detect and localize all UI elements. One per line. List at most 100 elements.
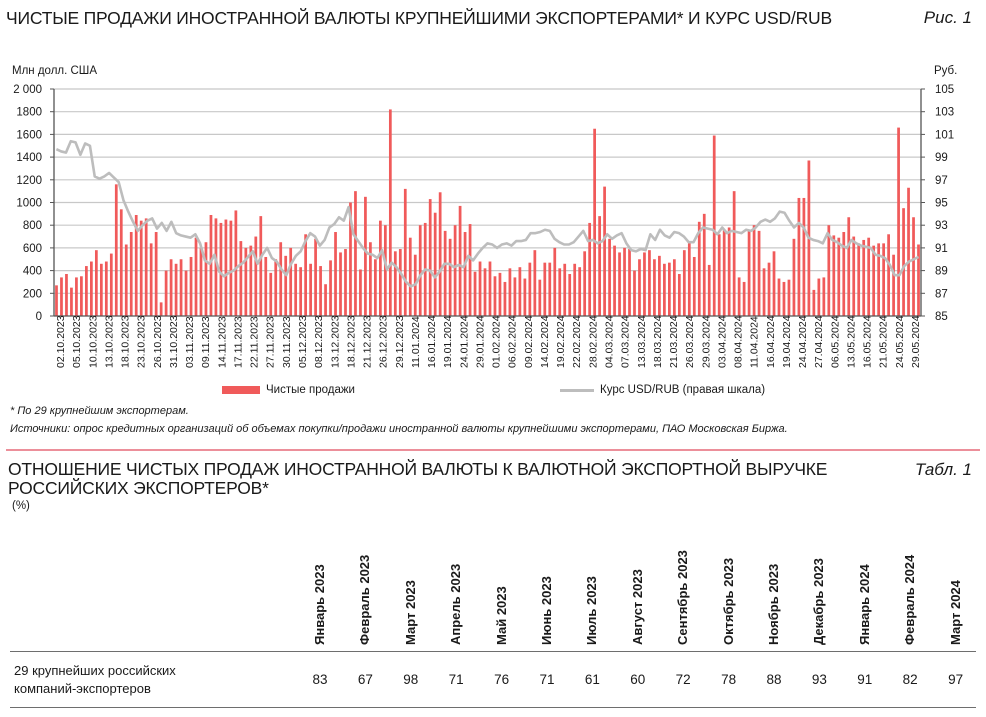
bar [274, 259, 278, 316]
column-header-label: Февраль 2023 [357, 554, 373, 645]
usd-rub-line [55, 139, 920, 288]
bar [892, 254, 895, 316]
bar [578, 267, 582, 316]
bar [349, 202, 352, 316]
bar [139, 220, 143, 316]
bar [902, 208, 905, 316]
table-cell: 97 [948, 672, 964, 687]
table-cell: 91 [857, 672, 873, 687]
bar [104, 261, 108, 316]
bar [852, 236, 856, 316]
bar [369, 242, 372, 316]
bar [488, 261, 492, 316]
bar [189, 256, 193, 316]
bar [309, 263, 312, 316]
bar [658, 255, 661, 316]
bar [289, 247, 293, 316]
x-tick-label: 21.05.2024 [878, 315, 890, 368]
column-header: Октябрь 2023 [721, 535, 737, 645]
bar [179, 259, 183, 316]
bar [588, 222, 592, 316]
table-label: Табл. 1 [914, 460, 972, 479]
column-header: Февраль 2024 [902, 535, 918, 645]
bar [533, 250, 537, 316]
x-tick-label: 29.12.2023 [394, 315, 406, 368]
x-tick-label: 27.04.2024 [813, 315, 825, 368]
x-tick-label: 23.10.2023 [136, 315, 148, 368]
bar [398, 249, 402, 316]
bar [563, 263, 567, 316]
x-tick-label: 14.02.2024 [539, 315, 551, 368]
bar [149, 243, 153, 316]
legend-label-usd-rub: Курс USD/RUB (правая шкала) [600, 384, 766, 396]
x-tick-label: 13.03.2024 [636, 315, 648, 368]
bar [618, 252, 621, 316]
table-cell: 76 [494, 672, 510, 687]
x-tick-label: 09.02.2024 [523, 315, 535, 368]
bar [154, 232, 158, 316]
column-header: Январь 2024 [857, 535, 873, 645]
bar [687, 243, 691, 316]
bar [209, 214, 213, 316]
x-tick-label: 06.02.2024 [507, 315, 519, 368]
bar [483, 268, 487, 316]
bar [613, 245, 616, 316]
bar [85, 266, 88, 316]
x-tick-label: 18.03.2024 [652, 315, 664, 368]
bar [239, 241, 243, 316]
column-header-label: Январь 2023 [312, 564, 327, 645]
bar [707, 264, 711, 316]
right-tick-label: 93 [935, 220, 948, 232]
right-tick-label: 103 [935, 107, 954, 119]
column-header-label: Март 2023 [402, 580, 418, 645]
bar [234, 210, 238, 316]
bar [478, 261, 482, 316]
bar [364, 196, 367, 316]
table-cell: 61 [584, 672, 600, 687]
x-tick-label: 10.10.2023 [87, 315, 99, 368]
bar [374, 259, 377, 316]
left-tick-label: 1000 [16, 198, 42, 210]
x-tick-label: 21.03.2024 [668, 315, 680, 368]
bar [164, 270, 168, 316]
bar [379, 220, 382, 316]
left-axis-unit: Млн долл. США [12, 65, 98, 77]
chart-grid [54, 88, 921, 294]
bar [817, 278, 821, 316]
bar [747, 229, 751, 316]
bar [877, 243, 881, 316]
bar [573, 263, 577, 316]
table-cell: 83 [312, 672, 328, 687]
bar [204, 242, 208, 316]
source-note: Источники: опрос кредитных организаций о… [10, 423, 788, 435]
column-header-label: Ноябрь 2023 [766, 563, 781, 645]
bar [284, 255, 288, 316]
bar [722, 229, 726, 316]
bar [608, 238, 611, 316]
left-tick-label: 600 [23, 243, 42, 255]
bar [628, 249, 631, 316]
bar [752, 225, 756, 316]
bar [109, 253, 113, 316]
x-tick-label: 19.01.2024 [442, 315, 454, 368]
x-tick-label: 27.11.2023 [265, 316, 277, 368]
column-header: Июль 2023 [584, 535, 600, 645]
x-tick-label: 30.11.2023 [281, 316, 293, 368]
bar [334, 232, 337, 316]
bar [712, 135, 716, 316]
right-tick-label: 101 [935, 129, 954, 141]
bar [742, 281, 746, 316]
bar [548, 262, 552, 316]
table-cell: 67 [357, 672, 373, 687]
x-tick-label: 19.02.2024 [555, 315, 567, 368]
bar [623, 247, 626, 316]
combo-chart: 0 200 400 600 800 1000 1200 1400 1600 1800 2 000 8… [13, 84, 954, 368]
bar [523, 278, 527, 316]
bar [737, 277, 741, 316]
bar [727, 227, 731, 316]
column-header-label: Апрель 2023 [448, 563, 464, 645]
right-tick-label: 97 [935, 175, 948, 187]
bar [672, 259, 676, 316]
bar [124, 244, 128, 316]
bar [648, 250, 651, 316]
